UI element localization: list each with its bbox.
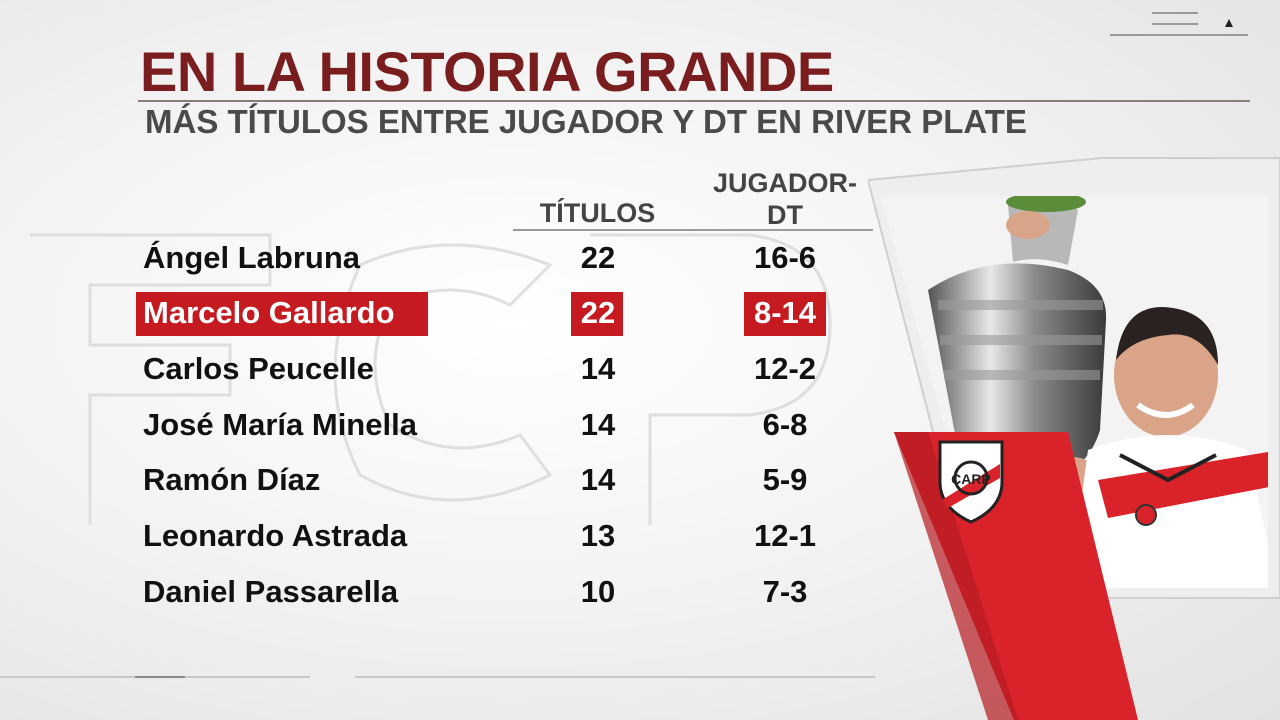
highlight-box-name [136,292,428,336]
table-row: José María Minella 14 6-8 [0,404,880,448]
titles-count: 10 [580,574,616,609]
table-row: Daniel Passarella 10 7-3 [0,571,880,615]
caret-up-icon [1225,19,1233,27]
player-name: Ángel Labruna [143,240,361,275]
table-row: Leonardo Astrada 13 12-1 [0,515,880,559]
menu-lines-icon [1152,12,1198,25]
table-row: Ángel Labruna 22 16-6 [0,237,880,281]
titles-count: 22 [580,295,616,330]
player-name: Leonardo Astrada [143,518,408,553]
column-header-jugador-dt-line2: DT [767,200,803,230]
table-row: Carlos Peucelle 14 12-2 [0,348,880,392]
river-plate-crest-icon: CARP [938,440,1004,524]
background-watermark [30,233,832,525]
svg-text:CARP: CARP [951,471,991,487]
titles-count: 14 [580,462,616,497]
page-subtitle: MÁS TÍTULOS ENTRE JUGADOR Y DT EN RIVER … [145,103,1027,140]
player-coach-record: 5-9 [762,462,808,497]
red-banner-shade [894,432,1018,720]
player-coach-record: 8-14 [753,295,817,330]
highlight-box-titulos [571,292,623,336]
player-coach-record: 6-8 [762,407,808,442]
player-name: Daniel Passarella [143,574,399,609]
header-divider [513,229,873,231]
titles-count: 14 [580,351,616,386]
player-name: Ramón Díaz [143,462,321,497]
table-row: Ramón Díaz 14 5-9 [0,459,880,503]
player-name: Carlos Peucelle [143,351,374,386]
highlight-box-record [744,292,826,336]
column-header-titulos: TÍTULOS [539,198,656,228]
page-title: EN LA HISTORIA GRANDE [140,40,834,103]
table-row-highlighted: Marcelo Gallardo 22 8-14 [0,292,880,336]
player-coach-record: 12-2 [753,351,817,386]
photo-panel: CARP [868,157,1280,720]
titles-count: 13 [580,518,616,553]
player-coach-record: 7-3 [762,574,808,609]
titles-count: 14 [580,407,616,442]
player-name: José María Minella [143,407,417,442]
player-name: Marcelo Gallardo [143,295,395,330]
player-coach-record: 16-6 [753,240,817,275]
column-header-jugador-dt: JUGADOR- DT [700,167,870,231]
titles-count: 22 [580,240,616,275]
bottom-decoration [0,676,1280,680]
top-decoration [1110,12,1248,36]
player-coach-record: 12-1 [753,518,817,553]
column-header-jugador-dt-line1: JUGADOR- [712,168,857,198]
title-divider [138,100,1250,102]
